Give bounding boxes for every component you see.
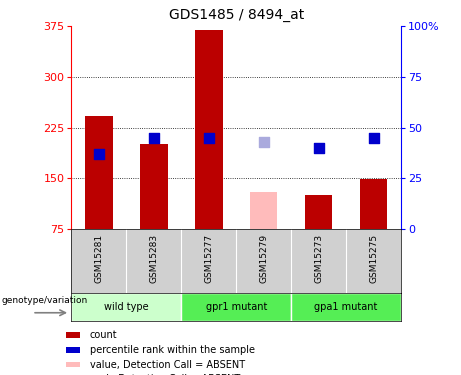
Point xyxy=(205,135,213,141)
Text: GSM15273: GSM15273 xyxy=(314,234,323,283)
Bar xyxy=(181,292,291,321)
Text: GSM15281: GSM15281 xyxy=(95,234,103,283)
Point xyxy=(260,139,267,145)
Text: percentile rank within the sample: percentile rank within the sample xyxy=(89,345,254,355)
Text: GSM15279: GSM15279 xyxy=(259,234,268,283)
Bar xyxy=(66,362,80,367)
Text: wild type: wild type xyxy=(104,302,149,312)
Bar xyxy=(71,292,181,321)
Point xyxy=(315,145,322,151)
Point xyxy=(370,135,377,141)
Text: value, Detection Call = ABSENT: value, Detection Call = ABSENT xyxy=(89,360,245,370)
Text: genotype/variation: genotype/variation xyxy=(1,296,88,305)
Point xyxy=(95,151,103,157)
Text: GSM15275: GSM15275 xyxy=(369,234,378,283)
Bar xyxy=(305,195,332,229)
Bar xyxy=(360,180,387,229)
Text: rank, Detection Call = ABSENT: rank, Detection Call = ABSENT xyxy=(89,374,240,375)
Point xyxy=(150,135,158,141)
Text: count: count xyxy=(89,330,117,340)
Bar xyxy=(250,192,278,229)
Bar xyxy=(140,144,168,229)
Text: gpa1 mutant: gpa1 mutant xyxy=(314,302,378,312)
Bar xyxy=(291,292,401,321)
Bar xyxy=(195,30,223,229)
Bar xyxy=(85,116,112,229)
Text: gpr1 mutant: gpr1 mutant xyxy=(206,302,267,312)
Title: GDS1485 / 8494_at: GDS1485 / 8494_at xyxy=(169,9,304,22)
Bar xyxy=(66,348,80,353)
Text: GSM15277: GSM15277 xyxy=(204,234,213,283)
Text: GSM15283: GSM15283 xyxy=(149,234,159,283)
Bar xyxy=(66,333,80,338)
